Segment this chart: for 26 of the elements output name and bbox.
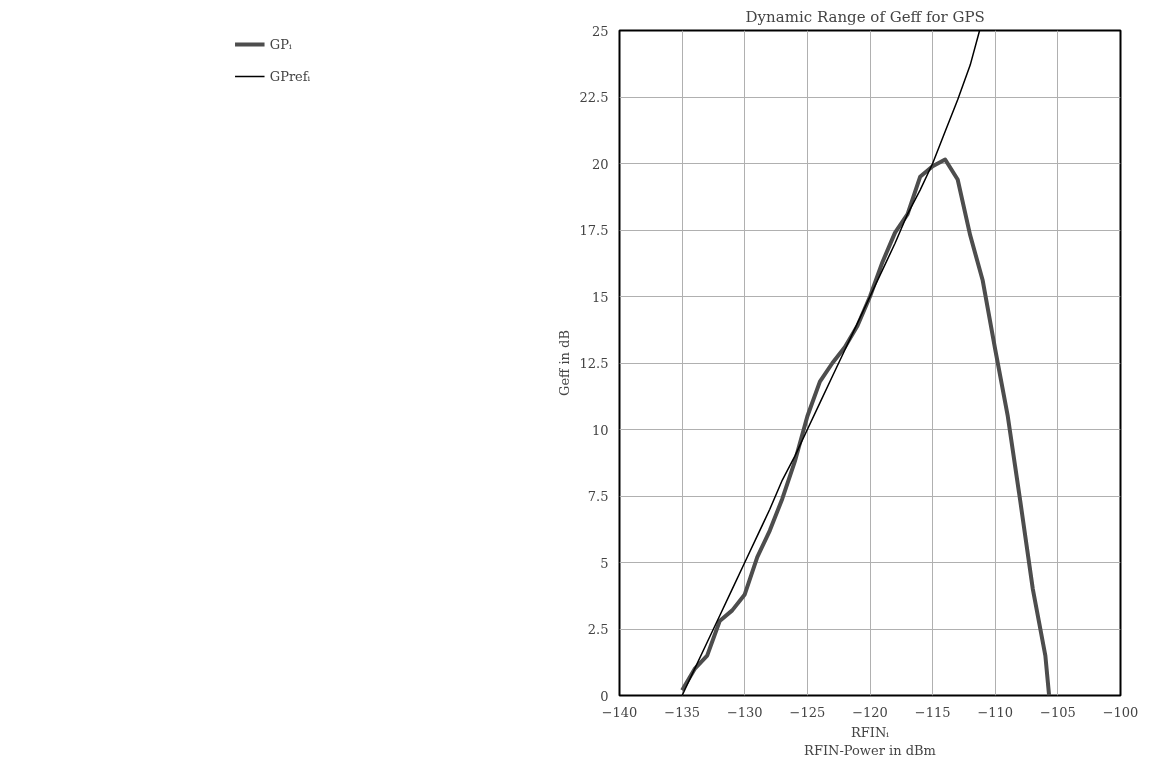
x-tick-label: −125 [789, 704, 826, 720]
x-tick-label: −110 [977, 704, 1014, 720]
x-axis-title: RFINᵢ RFIN-Power in dBm [804, 724, 936, 758]
y-tick-label: 7.5 [587, 489, 609, 504]
legend-label: GPᵢ [269, 36, 292, 52]
chart-title: Dynamic Range of Geff for GPS [745, 7, 985, 26]
x-tick-label: −105 [1040, 704, 1076, 720]
y-tick-label: 20 [591, 156, 609, 172]
y-tick-label: 0 [600, 688, 609, 704]
x-tick-label: −100 [1102, 704, 1139, 720]
y-axis-title: Geff in dB [556, 330, 572, 396]
y-tick-label: 22.5 [579, 90, 609, 105]
line-series [680, 157, 1052, 696]
x-tick-label: −120 [852, 704, 888, 720]
legend-label: GPrefᵢ [269, 68, 311, 84]
x-tick-label: −135 [664, 704, 700, 720]
y-tick-label: 17.5 [579, 223, 609, 238]
y-tick-label: 25 [591, 23, 609, 39]
y-tick-label: 5 [600, 555, 609, 571]
x-tick-label: −115 [914, 704, 951, 720]
y-tick-label: 12.5 [579, 356, 609, 371]
x-tick-label: −130 [726, 704, 763, 720]
y-tick-label: 15 [591, 289, 609, 305]
x-tick-label: −140 [601, 704, 638, 720]
y-tick-label: 2.5 [587, 622, 609, 637]
y-tick-label: 10 [591, 422, 609, 438]
